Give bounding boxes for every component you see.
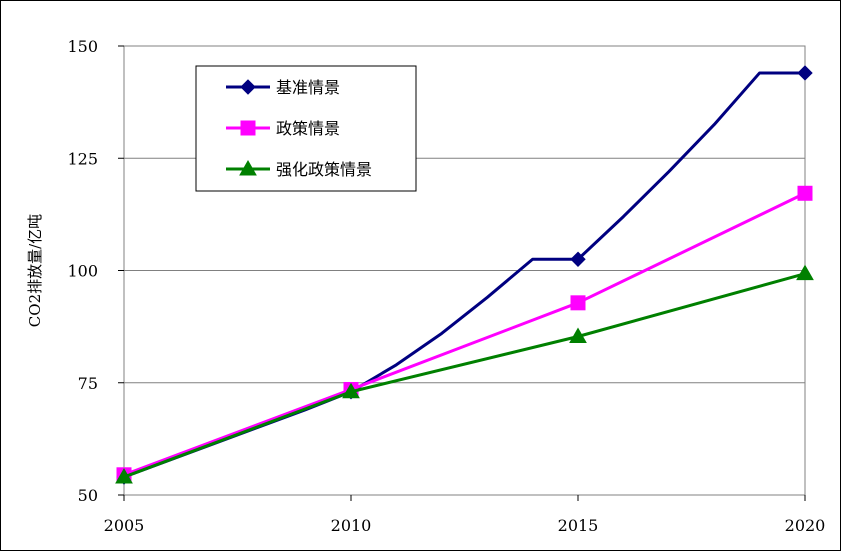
data-point bbox=[569, 327, 587, 344]
data-point bbox=[796, 264, 814, 281]
series-2 bbox=[116, 185, 813, 483]
y-tick-label: 75 bbox=[78, 374, 98, 393]
legend-item: 基准情景 bbox=[226, 78, 340, 97]
legend-item: 强化政策情景 bbox=[226, 159, 372, 179]
legend-label: 强化政策情景 bbox=[276, 160, 372, 179]
y-axis-label: CO2排放量/亿吨 bbox=[26, 214, 44, 327]
data-point bbox=[570, 295, 586, 311]
legend-marker bbox=[240, 79, 256, 95]
series-line bbox=[123, 191, 806, 477]
y-tick-label: 150 bbox=[67, 37, 98, 56]
y-tick-label: 125 bbox=[67, 149, 98, 168]
data-point bbox=[797, 65, 813, 81]
data-point bbox=[797, 185, 813, 201]
data-point bbox=[570, 251, 586, 267]
legend-marker bbox=[240, 120, 256, 136]
x-tick-label: 2020 bbox=[785, 516, 826, 535]
series-3 bbox=[115, 264, 814, 484]
data-point bbox=[342, 382, 360, 399]
legend-label: 基准情景 bbox=[276, 78, 340, 97]
series-line bbox=[123, 272, 806, 479]
data-point bbox=[115, 468, 133, 484]
x-axis-ticks: 2005 2010 2015 2020 bbox=[104, 495, 826, 535]
legend-marker bbox=[239, 159, 257, 176]
gridlines bbox=[124, 157, 805, 384]
legend-label: 政策情景 bbox=[276, 119, 340, 138]
y-tick-label: 50 bbox=[78, 486, 98, 505]
series-layer bbox=[115, 65, 814, 485]
y-tick-label: 100 bbox=[67, 262, 98, 281]
legend-item: 政策情景 bbox=[226, 119, 340, 138]
x-tick-label: 2005 bbox=[104, 516, 145, 535]
y-axis-ticks: 50 75 100 125 150 bbox=[67, 37, 124, 505]
x-tick-label: 2015 bbox=[558, 516, 599, 535]
x-tick-label: 2010 bbox=[331, 516, 372, 535]
